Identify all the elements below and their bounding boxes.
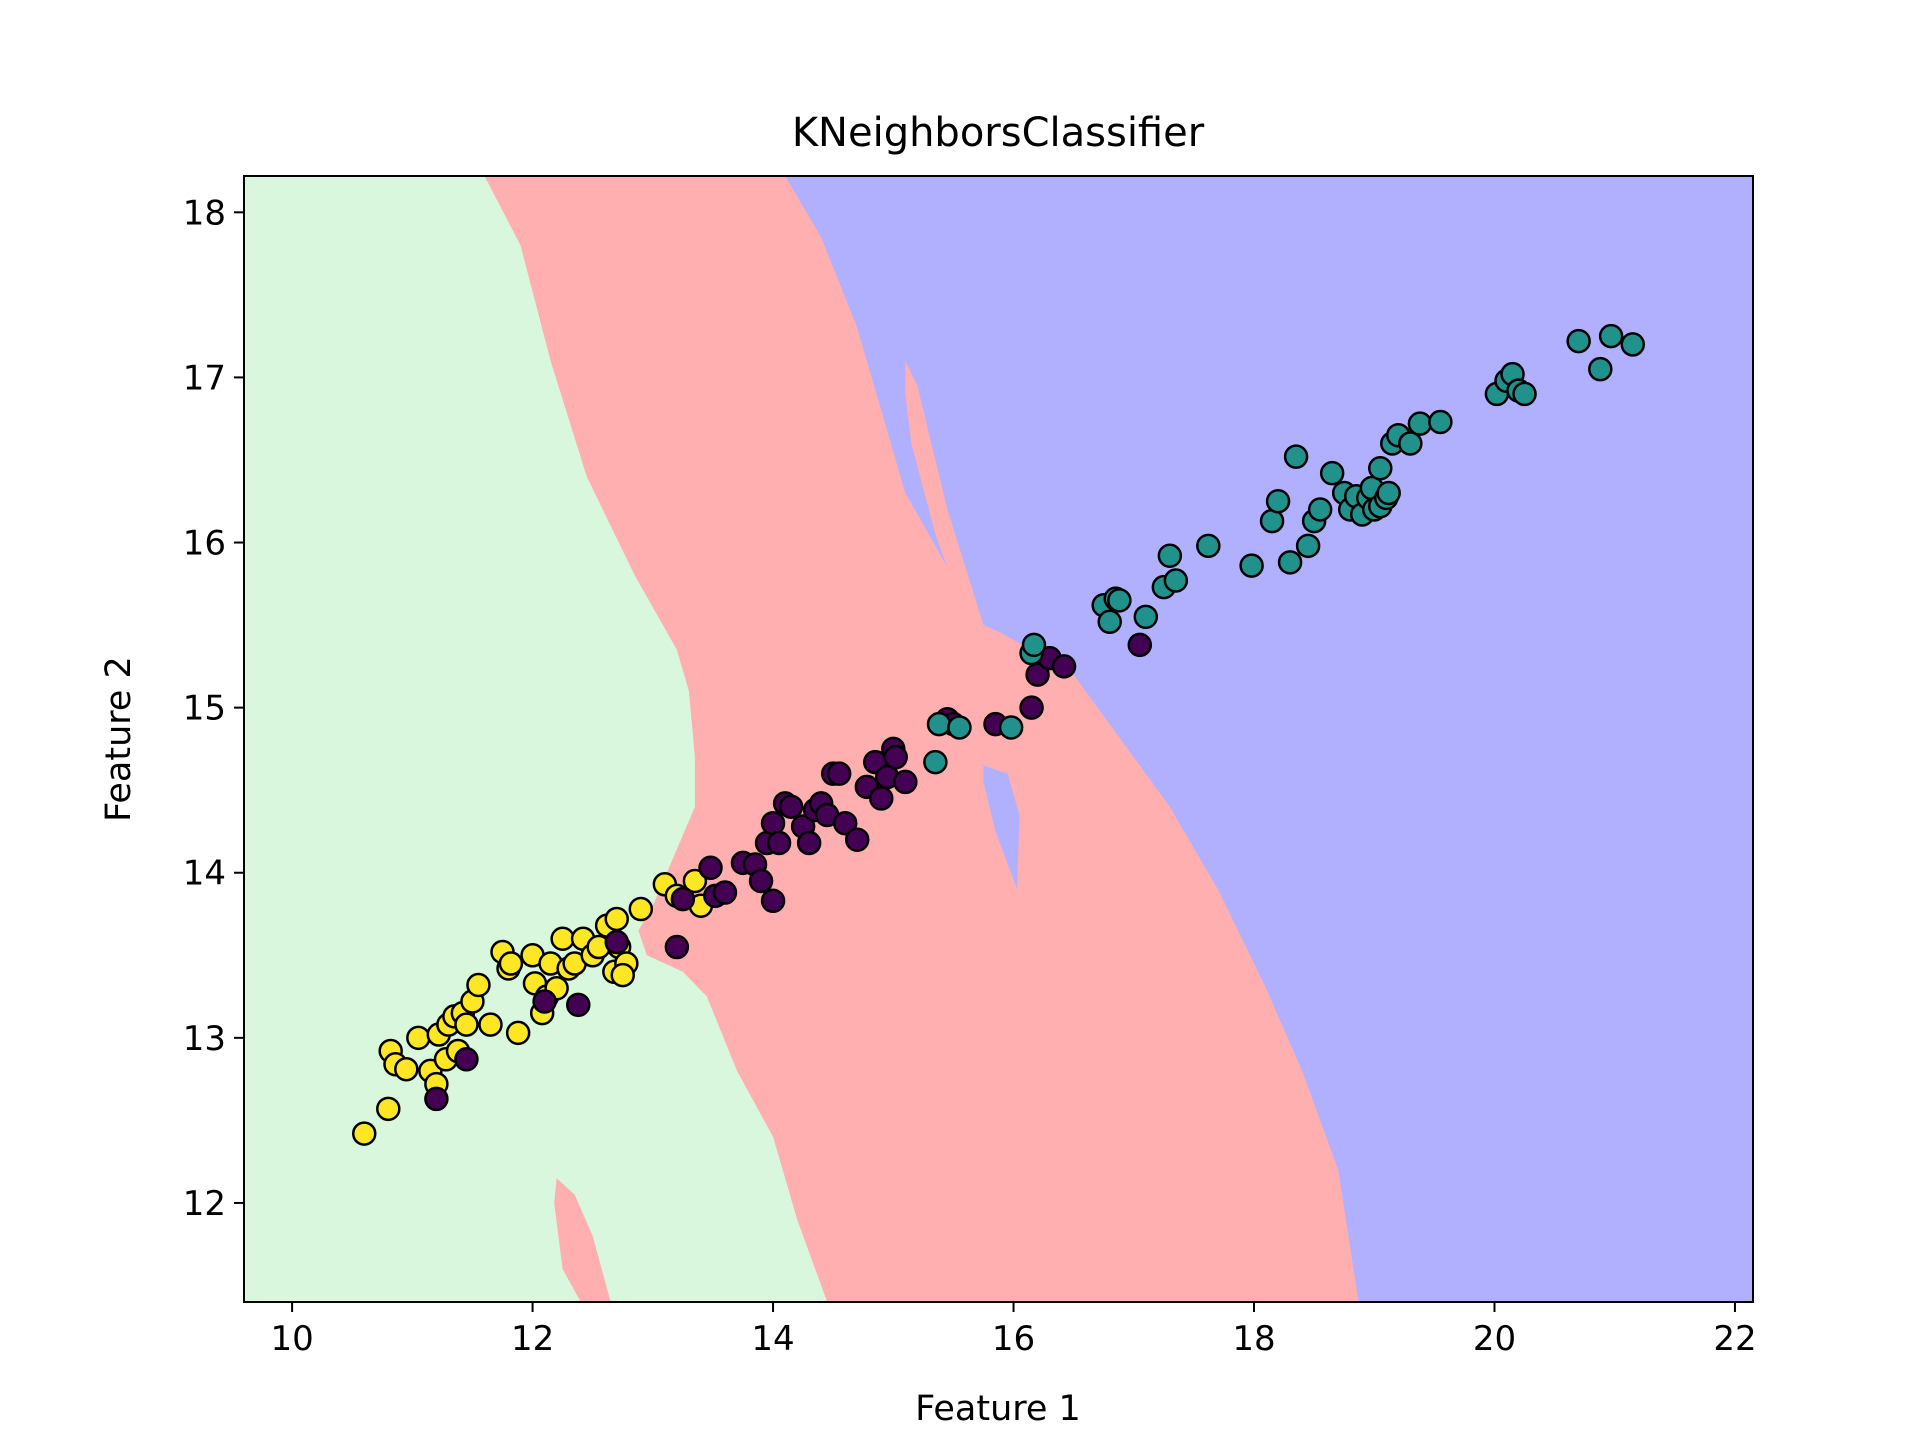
- data-point: [394, 1056, 419, 1082]
- data-point: [1097, 609, 1122, 635]
- data-point: [532, 989, 557, 1014]
- data-point: [1163, 568, 1189, 593]
- data-point: [1019, 695, 1044, 720]
- data-point: [1021, 632, 1047, 658]
- data-point: [376, 1096, 401, 1122]
- data-point: [1588, 356, 1613, 382]
- data-point: [712, 880, 738, 905]
- x-tick-label: 22: [1713, 1319, 1756, 1359]
- data-point: [698, 855, 723, 881]
- region-left-boundary: [244, 176, 828, 1302]
- data-point: [1127, 632, 1153, 658]
- data-point: [1319, 460, 1345, 486]
- data-point: [883, 744, 908, 770]
- data-point: [1107, 588, 1132, 613]
- data-point: [766, 830, 792, 856]
- data-point: [406, 1025, 431, 1051]
- x-axis: 10 12 14 16 18 20 22: [270, 1302, 1757, 1359]
- data-point: [1598, 323, 1624, 349]
- plot-frame: [243, 175, 1754, 1303]
- data-point: [947, 715, 972, 740]
- x-tick-label: 14: [751, 1319, 794, 1359]
- x-tick-label: 16: [992, 1319, 1035, 1359]
- data-point: [1512, 381, 1537, 407]
- y-tick-label: 16: [183, 524, 226, 564]
- data-point: [778, 794, 804, 819]
- data-point: [826, 761, 852, 786]
- data-point: [1376, 480, 1401, 506]
- data-point: [1295, 533, 1321, 559]
- x-tick-label: 10: [270, 1319, 313, 1359]
- data-point: [664, 934, 690, 960]
- data-point: [1239, 553, 1264, 578]
- y-axis-label: Feature 2: [99, 656, 139, 822]
- data-point: [466, 972, 491, 998]
- data-point: [424, 1086, 449, 1112]
- data-point: [604, 929, 629, 955]
- data-point: [926, 711, 952, 737]
- data-point: [1277, 550, 1303, 575]
- data-point: [1307, 497, 1333, 522]
- y-tick-label: 15: [183, 689, 226, 729]
- data-point: [748, 868, 774, 894]
- data-point: [1566, 328, 1591, 354]
- data-point: [1265, 489, 1291, 514]
- data-point: [1196, 533, 1221, 559]
- y-tick-label: 14: [183, 854, 226, 894]
- data-point: [923, 749, 948, 775]
- data-point: [1428, 409, 1453, 435]
- data-point: [1620, 332, 1646, 357]
- data-point: [566, 992, 591, 1018]
- data-point: [454, 1047, 479, 1072]
- data-point: [498, 951, 524, 976]
- plot-area: [244, 176, 1753, 1302]
- y-axis: 12 13 14 15 16 17 18: [183, 193, 244, 1224]
- data-point: [505, 1020, 531, 1046]
- region-right: [785, 176, 1753, 1302]
- data-point: [1407, 411, 1433, 436]
- data-point: [682, 868, 708, 894]
- data-point: [1051, 654, 1077, 679]
- data-point: [670, 886, 696, 912]
- x-tick-label: 12: [511, 1319, 554, 1359]
- region-right-pocket: [983, 765, 1020, 890]
- y-tick-label: 12: [183, 1184, 226, 1224]
- data-point: [454, 1012, 479, 1037]
- y-tick-label: 18: [183, 193, 226, 233]
- data-point: [998, 715, 1024, 740]
- region-middle-pocket: [554, 1178, 611, 1302]
- data-point: [1133, 604, 1159, 630]
- data-point: [550, 926, 575, 952]
- data-point: [869, 786, 894, 811]
- data-point: [796, 830, 822, 856]
- x-tick-label: 18: [1232, 1319, 1275, 1359]
- data-point: [628, 896, 654, 922]
- data-point: [1398, 431, 1423, 456]
- data-point: [893, 769, 918, 795]
- y-tick-label: 17: [183, 358, 226, 398]
- y-tick-label: 13: [183, 1019, 226, 1059]
- data-point: [478, 1012, 503, 1037]
- data-point: [760, 888, 786, 914]
- scatter-points: [351, 323, 1646, 1146]
- data-point: [610, 962, 636, 988]
- data-point: [844, 827, 870, 852]
- data-point: [1283, 444, 1309, 469]
- x-tick-label: 20: [1473, 1319, 1516, 1359]
- data-point: [1368, 455, 1393, 481]
- data-point: [832, 810, 858, 836]
- data-point: [351, 1121, 377, 1146]
- chart-title: KNeighborsClassifier: [792, 110, 1205, 156]
- data-point: [604, 906, 629, 932]
- region-middle-sliver: [905, 360, 984, 626]
- data-point: [1157, 543, 1183, 568]
- x-axis-label: Feature 1: [915, 1389, 1081, 1429]
